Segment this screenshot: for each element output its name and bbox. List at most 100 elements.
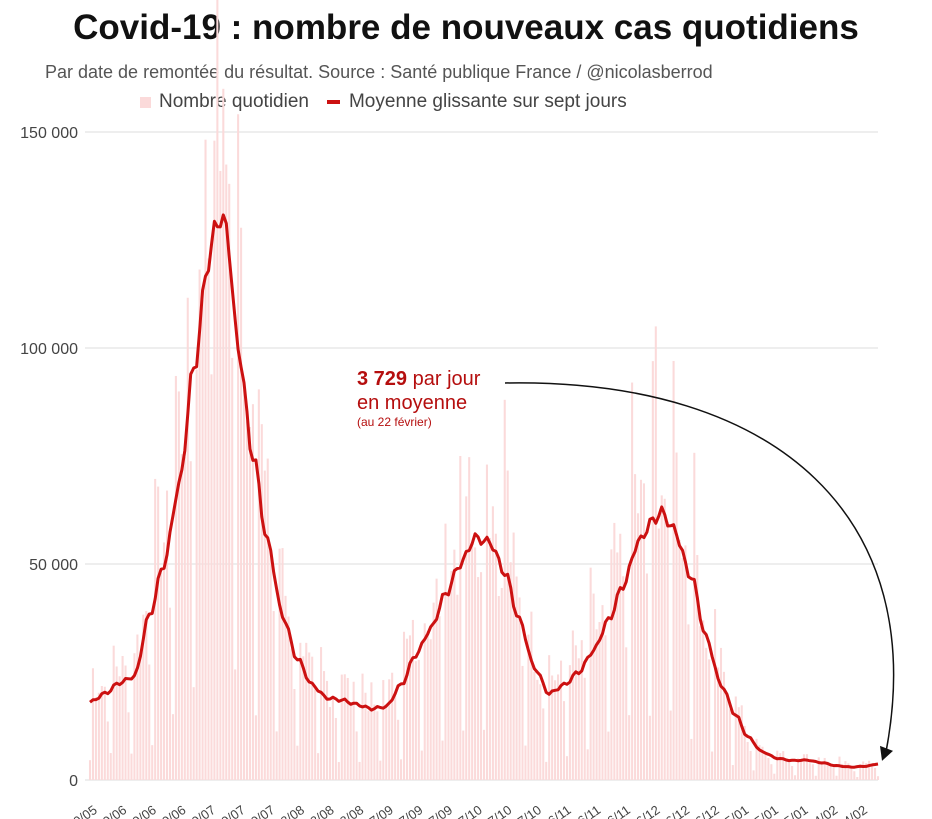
x-tick-label: 14/02 (835, 802, 870, 819)
daily-bar (628, 715, 631, 780)
x-tick-label: 19/07 (213, 802, 248, 819)
daily-bar (456, 594, 459, 780)
daily-bar (722, 671, 725, 780)
daily-bar (322, 671, 326, 780)
daily-bar (177, 391, 180, 780)
daily-bar (868, 760, 871, 780)
daily-bar (802, 754, 805, 780)
daily-bar (195, 369, 198, 780)
daily-bar (441, 740, 444, 780)
daily-bar (482, 729, 486, 780)
daily-bar (364, 692, 367, 780)
daily-bar (699, 626, 702, 780)
y-tick-label: 0 (69, 773, 78, 790)
x-tick-label: 25/01 (775, 802, 810, 819)
x-tick-label: 05/01 (716, 802, 751, 819)
daily-bar (595, 629, 598, 780)
daily-bar (397, 719, 400, 780)
daily-bar (601, 605, 604, 780)
daily-bar (835, 775, 838, 780)
daily-bar (198, 269, 201, 780)
daily-bar (634, 474, 637, 780)
legend-swatch-daily (140, 96, 151, 108)
daily-bar (545, 761, 548, 780)
daily-bar (619, 533, 622, 780)
annotation-arrow (504, 382, 895, 753)
x-tick-label: 04/02 (805, 802, 840, 819)
daily-bar (388, 679, 391, 780)
daily-bar (216, 0, 219, 780)
daily-bar (192, 687, 195, 780)
daily-bar (251, 404, 254, 780)
daily-bar (219, 170, 222, 781)
daily-bar (856, 777, 859, 780)
daily-bar (625, 647, 628, 780)
daily-bar (183, 457, 186, 780)
daily-bar (171, 714, 174, 780)
daily-bar (471, 542, 474, 780)
daily-bar (734, 696, 737, 780)
legend-label-daily: Nombre quotidien (159, 91, 309, 112)
daily-bar (568, 665, 571, 780)
x-tick-label: 16/11 (569, 802, 603, 819)
daily-bar (565, 756, 568, 780)
daily-bar (503, 399, 506, 780)
daily-bar (874, 767, 877, 780)
daily-bar (512, 532, 515, 780)
daily-bar (554, 680, 557, 780)
daily-bar (577, 658, 580, 780)
daily-bar (174, 375, 177, 780)
annotation-text2: en moyenne (357, 392, 468, 414)
daily-bar (337, 762, 340, 780)
daily-bar (672, 360, 675, 780)
daily-bar (669, 710, 672, 780)
daily-bar (542, 708, 545, 780)
daily-bar (373, 704, 376, 780)
daily-bar (817, 757, 820, 780)
daily-bar (598, 622, 601, 780)
daily-bar (764, 751, 767, 780)
x-tick-label: 28/08 (331, 802, 366, 819)
daily-bar (500, 587, 503, 780)
moving-average-line (89, 213, 879, 769)
daily-bar (106, 721, 109, 780)
daily-bar (426, 630, 429, 780)
daily-bar (494, 533, 497, 780)
daily-bar (394, 695, 397, 780)
daily-bar (708, 659, 711, 780)
x-tick-label: 29/06 (153, 802, 188, 819)
annotation-arrowhead (880, 745, 893, 761)
daily-bar (163, 542, 166, 780)
y-tick-label: 100 000 (20, 341, 78, 358)
daily-bar (228, 183, 231, 781)
x-tick-label: 07/10 (450, 802, 485, 819)
daily-bar (660, 495, 663, 780)
daily-bar (385, 704, 388, 780)
daily-bar (370, 682, 373, 780)
daily-bar (266, 458, 269, 780)
daily-bar (574, 645, 577, 780)
daily-bar (311, 656, 314, 780)
daily-bar (684, 545, 687, 780)
daily-bar (165, 490, 169, 780)
daily-bar (859, 764, 862, 780)
daily-bar (779, 753, 782, 780)
daily-bar (616, 552, 619, 780)
daily-bar (269, 551, 272, 780)
daily-bar (776, 750, 779, 780)
daily-bar (666, 521, 669, 780)
daily-bar (444, 523, 447, 780)
daily-bar (414, 661, 417, 780)
daily-bar (293, 689, 296, 780)
daily-bar (613, 522, 616, 780)
daily-bar (637, 513, 640, 780)
daily-bar (94, 697, 97, 780)
daily-bar (112, 645, 115, 780)
daily-bar (382, 680, 385, 780)
daily-bar (213, 140, 216, 780)
daily-bar (100, 686, 103, 780)
daily-bar (361, 673, 364, 780)
daily-bar (696, 555, 699, 780)
daily-bar (317, 753, 320, 780)
daily-bar (405, 638, 409, 780)
